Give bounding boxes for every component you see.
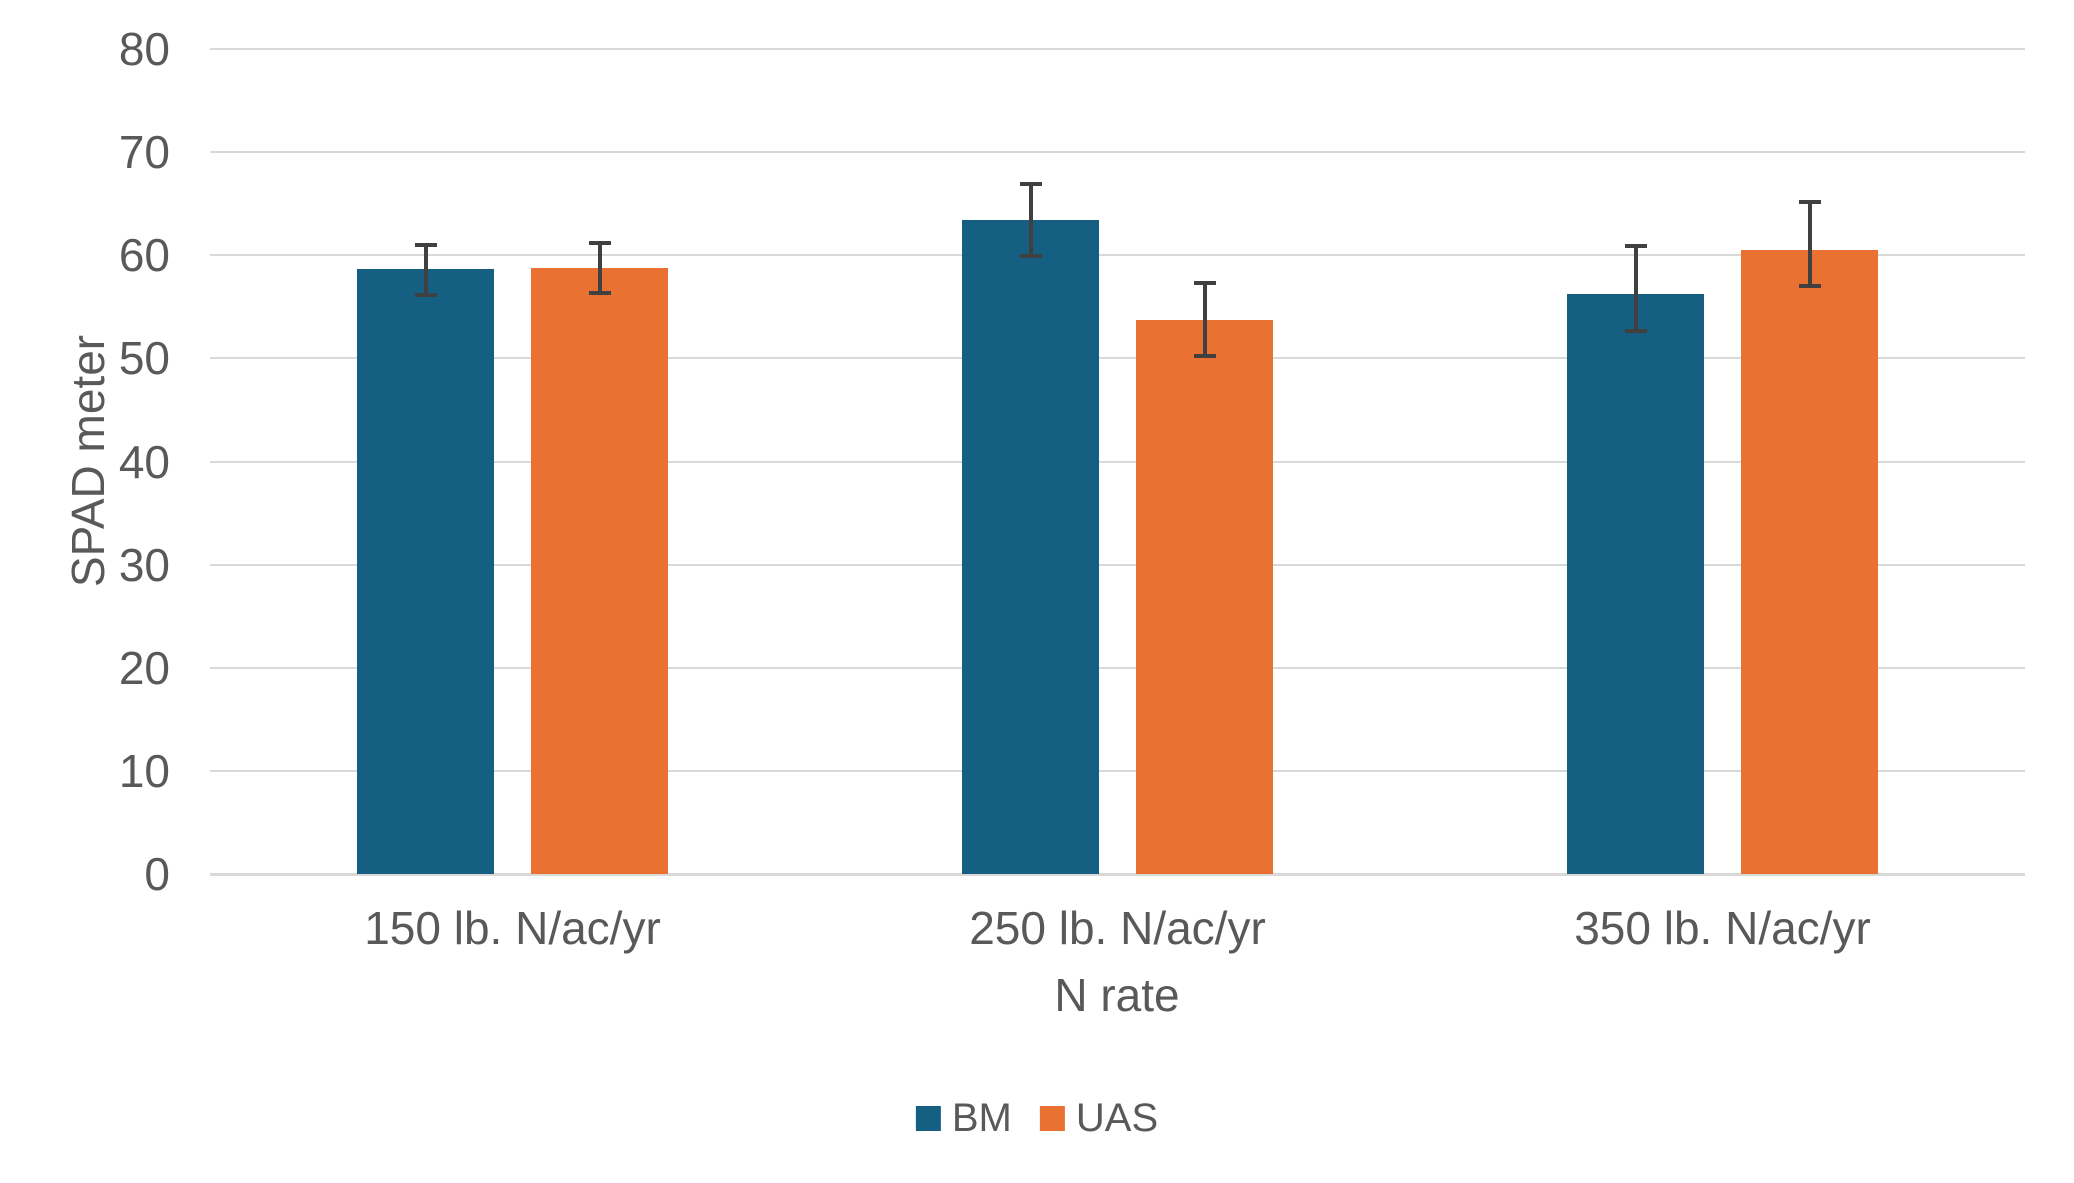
error-bar-uas-2	[1202, 283, 1207, 357]
x-category-label-3: 350 lb. N/ac/yr	[1574, 902, 1871, 954]
gridline-30	[210, 563, 2025, 566]
y-tick-label-10: 10	[118, 744, 170, 797]
error-bar-uas-3	[1807, 201, 1812, 287]
legend-swatch-bm	[915, 1105, 941, 1131]
y-tick-label-30: 30	[118, 538, 170, 591]
error-bar-uas-1	[597, 242, 602, 294]
y-tick-label-0: 0	[144, 848, 170, 900]
error-bar-bm-3	[1633, 245, 1638, 331]
error-bar-cap-bottom	[1019, 254, 1042, 259]
error-bar-cap-bottom	[1798, 284, 1821, 289]
error-bar-cap-top	[1624, 243, 1647, 248]
legend-swatch-uas	[1039, 1105, 1065, 1131]
gridline-80	[210, 48, 2025, 50]
bar-uas-3	[1741, 250, 1878, 874]
error-bar-bm-1	[423, 244, 428, 296]
error-bar-cap-bottom	[414, 293, 437, 298]
legend: BM UAS	[915, 1096, 1159, 1140]
legend-item-bm: BM	[915, 1096, 1012, 1140]
error-bar-cap-top	[1193, 281, 1216, 286]
bar-bm-1	[357, 268, 494, 874]
legend-label-uas: UAS	[1075, 1096, 1159, 1140]
x-category-label-1: 150 lb. N/ac/yr	[364, 902, 661, 954]
legend-label-bm: BM	[951, 1096, 1012, 1140]
x-category-label-2: 250 lb. N/ac/yr	[969, 902, 1266, 954]
x-axis-title: N rate	[1054, 969, 1180, 1021]
error-bar-cap-top	[1798, 199, 1821, 204]
bar-uas-2	[1136, 320, 1273, 874]
bar-bm-3	[1567, 294, 1704, 874]
x-axis-line	[210, 873, 2025, 876]
gridline-40	[210, 460, 2025, 463]
legend-item-uas: UAS	[1039, 1096, 1159, 1140]
gridline-50	[210, 357, 2025, 360]
gridline-20	[210, 666, 2025, 669]
error-bar-cap-top	[588, 240, 611, 245]
error-bar-bm-2	[1028, 184, 1033, 257]
y-tick-label-60: 60	[118, 229, 170, 282]
error-bar-cap-bottom	[588, 291, 611, 296]
gridline-70	[210, 151, 2025, 154]
y-tick-label-80: 80	[118, 23, 170, 75]
bar-uas-1	[531, 267, 668, 874]
error-bar-cap-bottom	[1193, 354, 1216, 359]
bar-bm-2	[962, 220, 1099, 874]
y-tick-label-50: 50	[118, 332, 170, 385]
gridline-60	[210, 254, 2025, 257]
error-bar-cap-top	[1019, 182, 1042, 187]
error-bar-cap-top	[414, 242, 437, 247]
y-tick-label-20: 20	[118, 641, 170, 694]
error-bar-cap-bottom	[1624, 328, 1647, 333]
y-tick-label-70: 70	[118, 126, 170, 179]
y-tick-label-40: 40	[118, 435, 170, 488]
gridline-10	[210, 769, 2025, 772]
